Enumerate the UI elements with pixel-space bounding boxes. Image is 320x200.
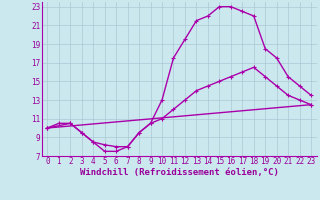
- X-axis label: Windchill (Refroidissement éolien,°C): Windchill (Refroidissement éolien,°C): [80, 168, 279, 177]
